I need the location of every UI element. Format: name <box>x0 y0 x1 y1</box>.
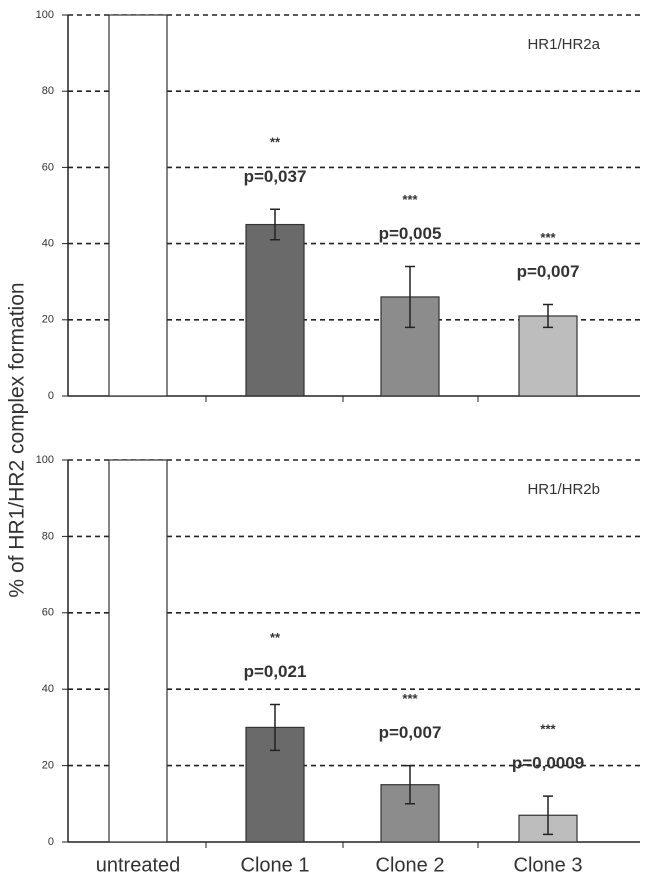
x-tick-label: Clone 2 <box>376 854 445 876</box>
y-tick-label: 100 <box>36 9 54 21</box>
y-tick-label: 80 <box>42 530 54 542</box>
y-tick-label: 100 <box>36 454 54 466</box>
error-bar <box>405 764 415 805</box>
bar <box>108 14 168 397</box>
error-bar <box>270 703 280 752</box>
x-tick-label: Clone 3 <box>514 854 583 876</box>
y-tick-label: 20 <box>42 760 54 772</box>
y-tick-label: 80 <box>42 85 54 97</box>
bar <box>245 223 305 397</box>
bar <box>108 459 168 843</box>
error-bar <box>270 208 280 241</box>
significance: *** <box>402 192 418 207</box>
error-bar <box>543 795 553 836</box>
p-value: p=0,021 <box>244 662 307 681</box>
p-value: p=0,007 <box>379 723 442 742</box>
y-tick-label: 0 <box>48 390 54 402</box>
error-bar <box>405 265 415 329</box>
p-value: p=0,0009 <box>512 754 584 773</box>
significance: ** <box>270 630 281 645</box>
y-axis-label: % of HR1/HR2 complex formation <box>6 282 29 597</box>
y-tick-label: 20 <box>42 314 54 326</box>
y-tick-label: 40 <box>42 238 54 250</box>
panel-title: HR1/HR2b <box>527 481 600 498</box>
y-tick-label: 60 <box>42 161 54 173</box>
significance: ** <box>270 135 281 150</box>
panel-title: HR1/HR2a <box>527 36 600 53</box>
x-tick-label: Clone 1 <box>241 854 310 876</box>
bar <box>518 315 578 397</box>
error-bar <box>543 303 553 329</box>
y-tick-label: 0 <box>48 836 54 848</box>
significance: *** <box>540 230 556 245</box>
p-value: p=0,037 <box>244 167 307 186</box>
significance: *** <box>402 691 418 706</box>
significance: *** <box>540 722 556 737</box>
p-value: p=0,007 <box>517 262 580 281</box>
x-tick-label: untreated <box>96 854 181 876</box>
y-tick-label: 40 <box>42 683 54 695</box>
p-value: p=0,005 <box>379 224 442 243</box>
y-tick-label: 60 <box>42 607 54 619</box>
